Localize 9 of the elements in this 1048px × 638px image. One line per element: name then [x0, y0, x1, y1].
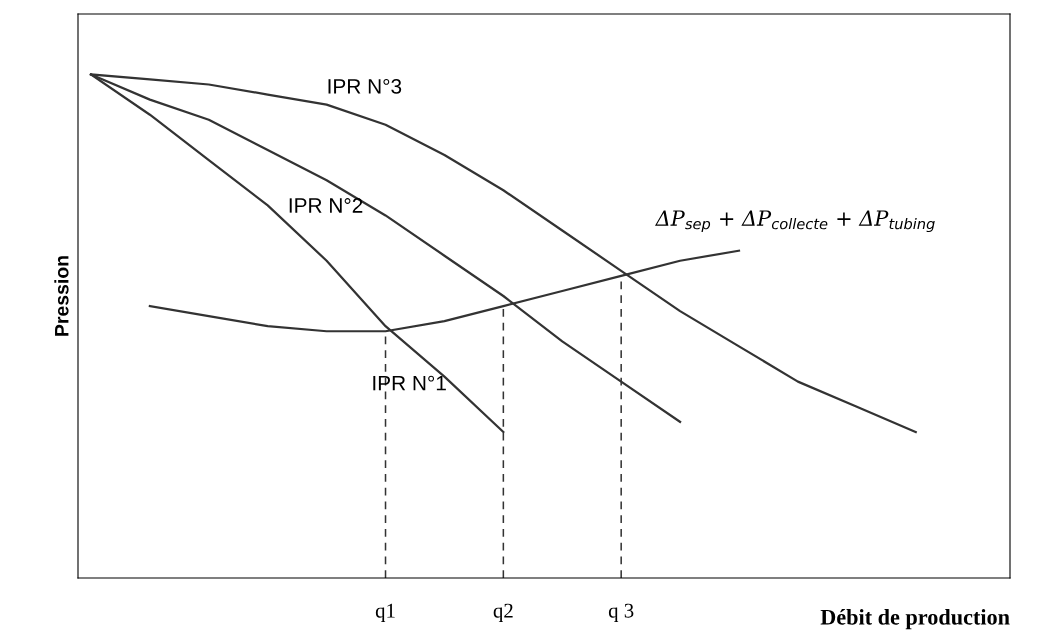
- series-label: IPR N°2: [289, 198, 363, 213]
- x-tick-label: q2: [493, 603, 513, 622]
- y-axis-title: Pression: [54, 256, 69, 336]
- x-tick-label: q 3: [608, 603, 634, 622]
- series-label: ΔP$_{sep}$ + ΔP$_{collecte}$ + ΔP$_{tubing}$: [655, 210, 935, 233]
- x-tick-label: q1: [375, 603, 395, 622]
- x-axis-title: Débit de production: [820, 609, 1010, 630]
- series-label: IPR N°3: [328, 78, 402, 94]
- series-label: IPR N°1: [373, 375, 446, 391]
